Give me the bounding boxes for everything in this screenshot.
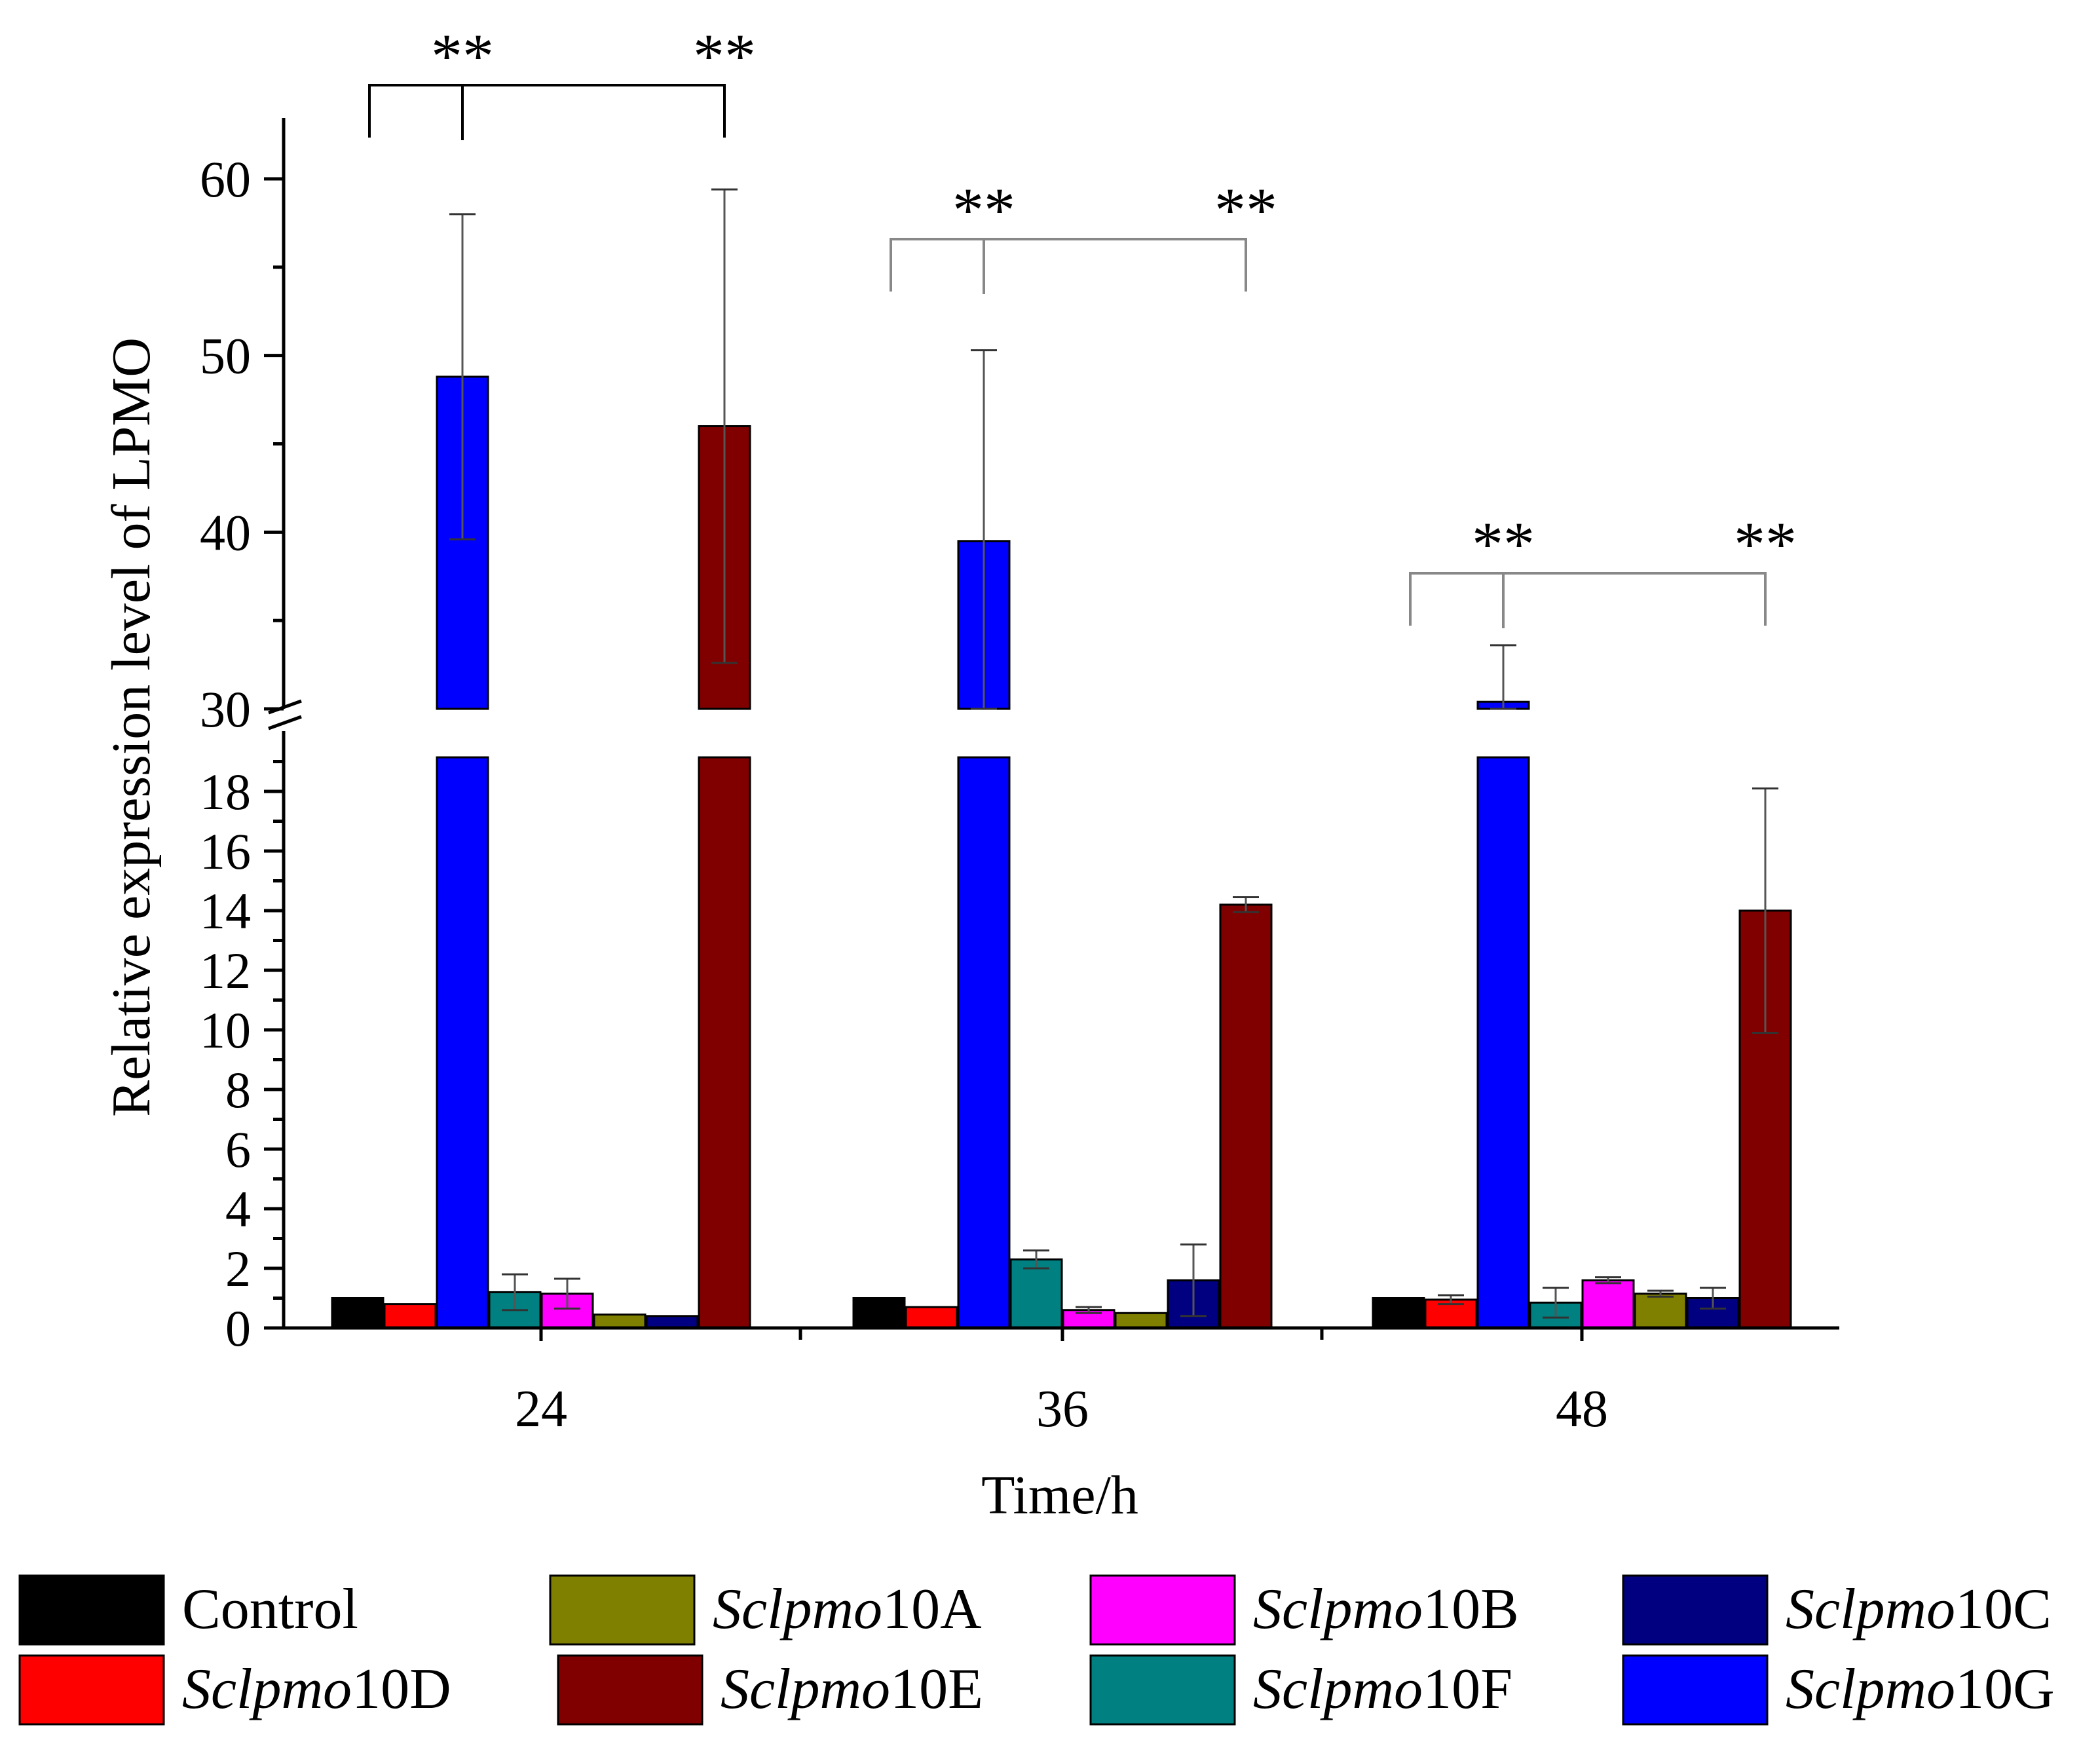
significance-bracket-36 — [890, 238, 1247, 292]
significance-mark-36-1: ** — [1214, 175, 1277, 245]
y-tick-label-14: 14 — [200, 882, 251, 939]
legend-swatch-sclpmo10g — [1622, 1654, 1769, 1726]
bar-sclpmo10a-48 — [1634, 1293, 1687, 1329]
bar-sclpmo10f-36 — [1009, 1258, 1063, 1329]
y-tick-label-6: 6 — [225, 1121, 251, 1178]
legend-swatch-sclpmo10c — [1622, 1574, 1769, 1646]
bar-sclpmo10c-24 — [645, 1315, 699, 1329]
x-tick-label-48: 48 — [1556, 1380, 1608, 1438]
legend-swatch-sclpmo10f — [1089, 1654, 1236, 1726]
bar-sclpmo10e-24-lower — [698, 756, 751, 1329]
axis-break-gap — [308, 710, 1552, 730]
significance-mark-24-0: ** — [431, 21, 494, 91]
legend-label-control: Control — [182, 1578, 358, 1641]
x-tick-label-24: 24 — [515, 1380, 567, 1438]
y-tick-label-40: 40 — [200, 504, 251, 561]
x-axis-title: Time/h — [981, 1465, 1138, 1526]
x-tick-label-36: 36 — [1036, 1380, 1089, 1438]
bar-sclpmo10g-48-lower — [1476, 756, 1530, 1329]
legend: Control Sclpmo10A Sclpmo10B Sclpmo10C Sclpmo… — [18, 1574, 2055, 1726]
y-tick-label-10: 10 — [200, 1002, 251, 1059]
legend-swatch-sclpmo10b — [1089, 1574, 1236, 1646]
bar-sclpmo10e-36 — [1219, 903, 1273, 1329]
significance-mark-36-0: ** — [952, 175, 1015, 245]
axis-break-mark-upper — [268, 699, 302, 715]
legend-label-sclpmo10f: Sclpmo10F — [1253, 1657, 1512, 1721]
significance-bracket-24 — [368, 84, 726, 138]
legend-swatch-sclpmo10d — [18, 1654, 165, 1726]
bars-layer — [331, 375, 1792, 1329]
bar-control-36 — [852, 1297, 906, 1329]
legend-swatch-sclpmo10e — [557, 1654, 703, 1726]
bar-sclpmo10d-36 — [905, 1306, 958, 1329]
legend-label-sclpmo10d: Sclpmo10D — [182, 1657, 451, 1721]
bar-sclpmo10g-36-lower — [957, 756, 1011, 1329]
y-tick-label-60: 60 — [200, 151, 251, 208]
y-tick-label-12: 12 — [200, 942, 251, 999]
y-tick-label-30: 30 — [200, 681, 251, 738]
bar-sclpmo10a-24 — [593, 1314, 647, 1329]
y-tick-label-50: 50 — [200, 328, 251, 385]
legend-swatch-sclpmo10a — [549, 1574, 696, 1646]
significance-mark-24-1: ** — [693, 21, 756, 91]
bar-sclpmo10b-48 — [1581, 1279, 1635, 1329]
bar-sclpmo10g-24-lower — [436, 756, 489, 1329]
bar-control-24 — [331, 1297, 384, 1329]
bar-sclpmo10d-24 — [383, 1303, 437, 1329]
significance-bracket-48 — [1409, 572, 1767, 626]
significance-layer: ** ** ** ** ** ** — [368, 21, 1797, 628]
y-tick-label-8: 8 — [225, 1061, 251, 1118]
y-axis-title: Relative expression level of LPMO — [101, 337, 162, 1117]
significance-mark-48-1: ** — [1734, 509, 1797, 579]
legend-swatch-control — [18, 1574, 165, 1646]
axis-break-mark-lower — [268, 715, 302, 730]
legend-label-sclpmo10g: Sclpmo10G — [1786, 1657, 2055, 1721]
y-tick-label-0: 0 — [225, 1300, 251, 1357]
legend-label-sclpmo10b: Sclpmo10B — [1253, 1578, 1519, 1641]
bar-control-48 — [1372, 1297, 1425, 1329]
y-tick-label-16: 16 — [200, 823, 251, 880]
legend-label-sclpmo10c: Sclpmo10C — [1786, 1578, 2052, 1641]
error-bars-layer — [449, 188, 1778, 1319]
y-tick-label-2: 2 — [225, 1240, 251, 1297]
legend-label-sclpmo10a: Sclpmo10A — [713, 1578, 982, 1641]
bar-sclpmo10a-36 — [1114, 1312, 1168, 1329]
y-tick-label-4: 4 — [225, 1181, 251, 1238]
significance-mark-48-0: ** — [1472, 509, 1535, 579]
y-tick-label-18: 18 — [200, 763, 251, 820]
legend-label-sclpmo10e: Sclpmo10E — [721, 1657, 983, 1721]
